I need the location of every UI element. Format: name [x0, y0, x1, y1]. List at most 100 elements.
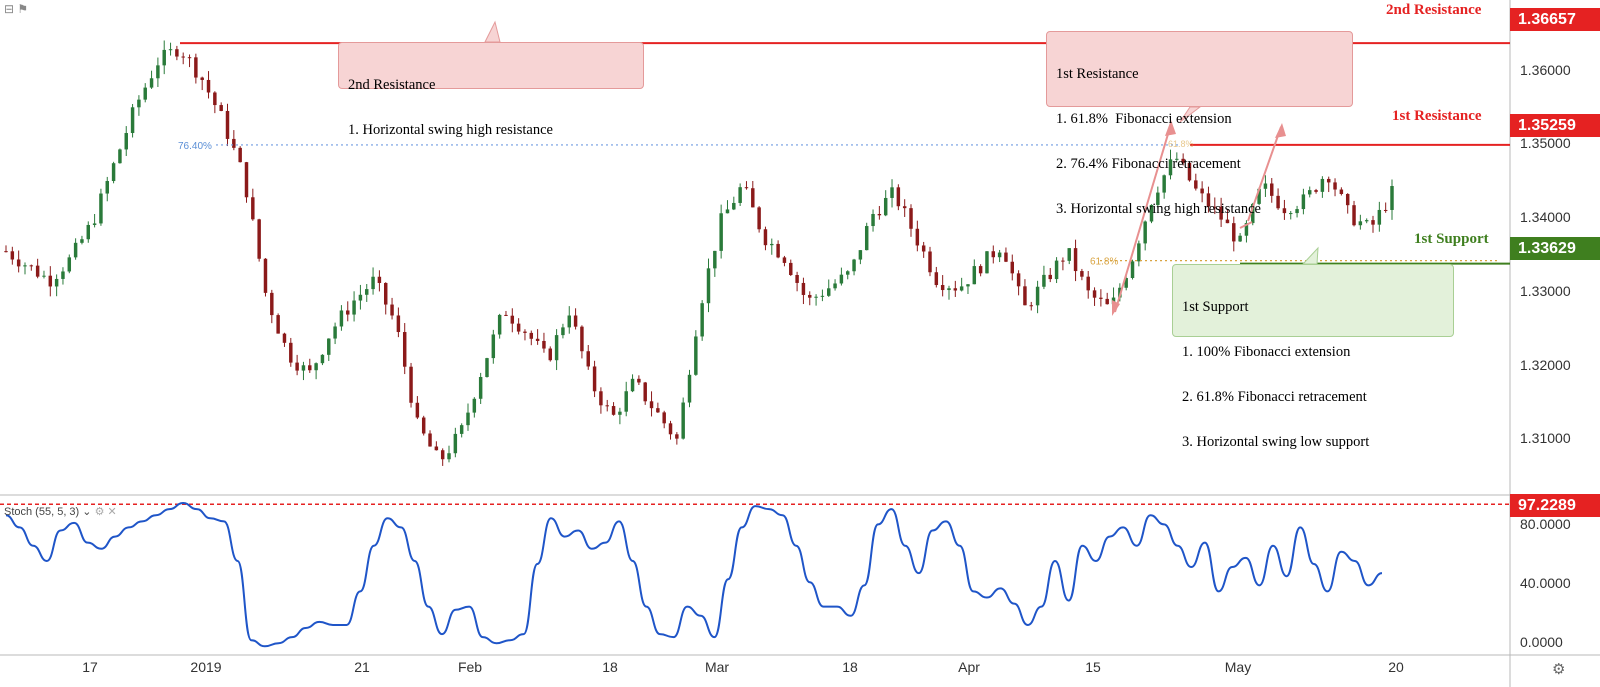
candle-body	[1092, 290, 1097, 298]
toolbar-icons[interactable]: ⊟ ⚑	[4, 2, 28, 16]
candle-body	[175, 49, 179, 57]
collapse-icon[interactable]: ⊟	[4, 2, 15, 16]
stoch-legend-label: Stoch (55, 5, 3)	[4, 506, 80, 518]
candle-body	[782, 257, 787, 263]
candle-body	[409, 366, 413, 403]
callout-pointer	[484, 20, 501, 43]
candle-body	[985, 251, 989, 274]
candle-body	[402, 332, 407, 367]
candle-body	[251, 197, 255, 220]
candle-body	[1257, 188, 1261, 204]
stoch-legend[interactable]: Stoch (55, 5, 3) ⌄ ⚙ ✕	[4, 505, 117, 518]
candle-body	[1377, 209, 1382, 225]
candle-body	[510, 315, 515, 324]
callout-title: 1st Resistance	[1056, 66, 1139, 82]
callout-2nd-resistance: 2nd Resistance 1. Horizontal swing high …	[338, 42, 644, 138]
stoch-line	[5, 502, 1383, 648]
candle-body	[592, 366, 597, 392]
candle-body	[668, 423, 673, 435]
candle-body	[871, 213, 875, 227]
callout-line: 1. 100% Fibonacci extension	[1182, 344, 1351, 360]
candle-body	[1352, 205, 1356, 226]
candle-body	[605, 405, 609, 407]
candle-body	[73, 242, 78, 258]
close-icon[interactable]: ✕	[107, 506, 117, 518]
settings-gear-icon[interactable]: ⚙	[1552, 661, 1566, 678]
candle-body	[1219, 206, 1223, 220]
candle-body	[858, 250, 863, 260]
candle-body	[700, 303, 704, 337]
price-tick: 1.35000	[1520, 135, 1571, 151]
candle-body	[1023, 286, 1027, 306]
callout-1st-resistance: 1st Resistance 1. 61.8% Fibonacci extens…	[1046, 31, 1353, 217]
candle-body	[1314, 190, 1318, 192]
candle-body	[883, 197, 888, 216]
stoch-tick: 40.0000	[1520, 575, 1571, 591]
candle-body	[1206, 193, 1211, 207]
settings-icon[interactable]: ⚙	[94, 506, 105, 518]
candle-body	[282, 333, 287, 343]
candle-body	[1339, 189, 1344, 194]
candle-body	[637, 378, 641, 383]
candle-body	[1358, 221, 1363, 226]
candle-body	[1105, 298, 1109, 305]
candle-body	[624, 391, 628, 412]
candle-body	[795, 274, 799, 283]
time-tick: 18	[602, 659, 618, 675]
stoch-tick: 0.0000	[1520, 634, 1563, 650]
arrowhead	[1275, 123, 1286, 138]
candle-body	[877, 213, 882, 216]
arrowhead	[1112, 300, 1120, 316]
candle-body	[1004, 252, 1008, 262]
candle-body	[187, 57, 192, 59]
candle-body	[244, 162, 249, 198]
candle-body	[921, 245, 926, 252]
candle-body	[1099, 297, 1103, 299]
candle-body	[327, 338, 331, 355]
chevron-down-icon[interactable]: ⌄	[82, 506, 92, 518]
fib-label-76: 76.40%	[178, 141, 212, 152]
candle-body	[991, 251, 996, 258]
candle-body	[972, 266, 977, 285]
candle-body	[896, 187, 901, 207]
candle-body	[61, 271, 65, 279]
candle-body	[959, 286, 964, 291]
candle-body	[675, 434, 679, 439]
candle-body	[1035, 286, 1040, 306]
price-tick: 1.36000	[1520, 62, 1571, 78]
candle-body	[111, 163, 116, 182]
candle-body	[820, 295, 825, 297]
candle-body	[200, 77, 204, 80]
candle-body	[1048, 274, 1052, 280]
candle-body	[137, 99, 141, 108]
candle-body	[42, 275, 46, 277]
candle-body	[219, 105, 223, 111]
flag-icon[interactable]: ⚑	[17, 2, 29, 16]
candle-body	[1156, 192, 1160, 205]
candle-body	[485, 358, 489, 377]
candle-body	[440, 450, 445, 460]
price-tag-stoch-level: 97.2289	[1510, 494, 1600, 517]
callout-pointer	[1179, 106, 1202, 123]
candle-body	[459, 425, 464, 434]
candle-body	[346, 310, 350, 315]
candle-body	[23, 265, 27, 267]
candle-body	[1130, 261, 1135, 279]
fib-label-618: 61.8%	[1090, 257, 1118, 268]
candle-body	[1232, 223, 1236, 242]
candle-body	[966, 284, 970, 287]
time-tick: 15	[1085, 659, 1101, 675]
callout-line: 2. 76.4% Fibonacci retracement	[1056, 156, 1241, 172]
candle-body	[1162, 175, 1166, 193]
candle-body	[48, 275, 53, 287]
candle-body	[181, 56, 185, 58]
time-tick: 20	[1388, 659, 1404, 675]
fib-label-618-ext: 61.8%	[1168, 139, 1194, 149]
candle-body	[997, 252, 1002, 258]
candle-body	[808, 294, 812, 298]
candle-body	[295, 362, 299, 371]
candle-body	[1301, 194, 1306, 210]
candle-body	[1029, 305, 1033, 307]
candle-body	[1390, 186, 1394, 210]
